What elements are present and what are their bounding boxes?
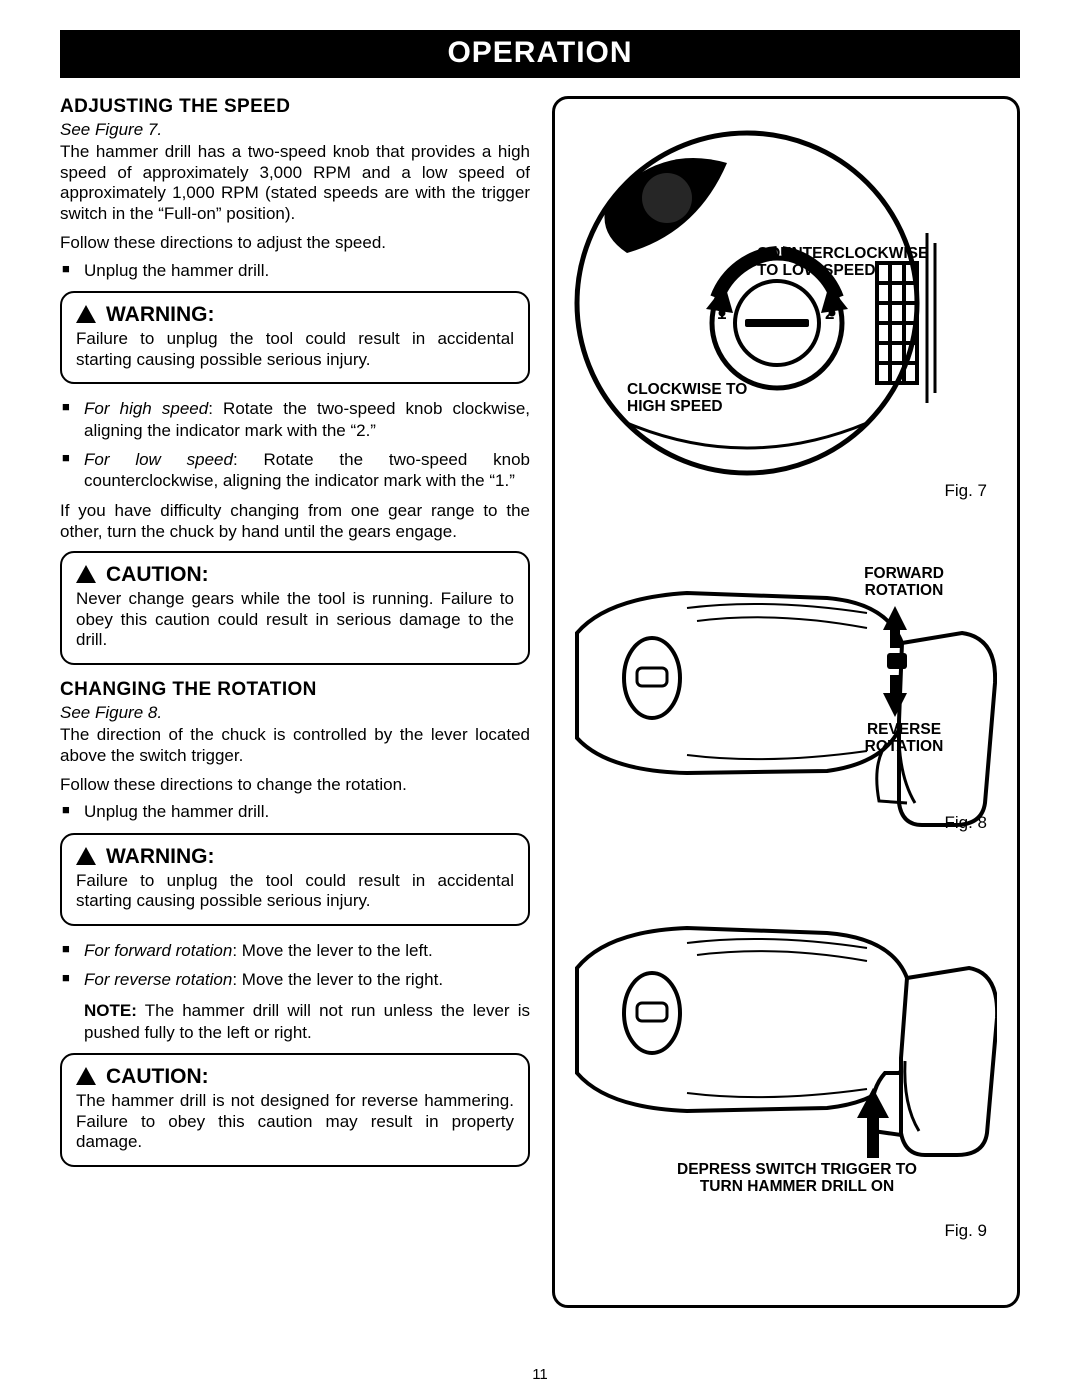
bullet-low-speed: For low speed: Rotate the two-speed knob…: [60, 449, 530, 492]
heading-change-rotation: CHANGING THE ROTATION: [60, 679, 530, 701]
fig8-arrow-up-icon: [883, 606, 907, 630]
alert-icon: [76, 1067, 96, 1085]
warning-body-1: Failure to unplug the tool could result …: [76, 329, 514, 370]
figure-8: FORWARD ROTATION REVERSE ROTATION Fig. 8: [567, 503, 1005, 873]
warning-label: WARNING:: [106, 303, 215, 327]
fig7-illustration: [567, 113, 997, 493]
two-column-layout: ADJUSTING THE SPEED See Figure 7. The ha…: [60, 96, 1020, 1308]
page-number: 11: [0, 1366, 1080, 1383]
fig8-rev-2: ROTATION: [865, 738, 944, 755]
fig8-label-rev: REVERSE ROTATION: [849, 721, 959, 755]
fig8-arrow-up-shaft: [890, 628, 900, 648]
fig8-fwd-1: FORWARD: [864, 565, 944, 582]
caution-label: CAUTION:: [106, 1065, 209, 1089]
fig9-line1: DEPRESS SWITCH TRIGGER TO: [677, 1161, 917, 1178]
caution-box-2: CAUTION: The hammer drill is not designe…: [60, 1053, 530, 1167]
fig8-label-fwd: FORWARD ROTATION: [849, 565, 959, 599]
warning-title-1: WARNING:: [76, 303, 514, 327]
bullet-list: Unplug the hammer drill.: [60, 260, 530, 281]
warning-title-2: WARNING:: [76, 845, 514, 869]
fig8-caption: Fig. 8: [944, 813, 987, 833]
bullet-list: For forward rotation: Move the lever to …: [60, 940, 530, 991]
warning-body-2: Failure to unplug the tool could result …: [76, 871, 514, 912]
fig8-illustration: [567, 503, 997, 843]
bullet-unplug-1: Unplug the hammer drill.: [60, 260, 530, 281]
fig9-label: DEPRESS SWITCH TRIGGER TO TURN HAMMER DR…: [647, 1161, 947, 1195]
fig7-num-1: 1: [717, 305, 726, 324]
bullet-unplug-2: Unplug the hammer drill.: [60, 801, 530, 822]
figure-panel: 1 2 COUNTERCLOCKWISE TO LOW SPEED CLOCKW…: [552, 96, 1020, 1308]
fig7-cw-line1: CLOCKWISE TO: [627, 381, 747, 398]
fig7-caption: Fig. 7: [944, 481, 987, 501]
rest-rev: : Move the lever to the right.: [232, 970, 443, 989]
bullet-high-speed: For high speed: Rotate the two-speed kno…: [60, 398, 530, 441]
see-fig-7: See Figure 7.: [60, 120, 530, 140]
fig8-arrow-down-shaft: [890, 675, 900, 695]
section-banner: OPERATION: [60, 30, 1020, 78]
caution-title-1: CAUTION:: [76, 563, 514, 587]
fig9-line2: TURN HAMMER DRILL ON: [700, 1178, 894, 1195]
note-lever: NOTE: The hammer drill will not run unle…: [60, 1000, 530, 1043]
note-label: NOTE:: [84, 1001, 137, 1020]
figure-9: DEPRESS SWITCH TRIGGER TO TURN HAMMER DR…: [567, 873, 1005, 1253]
bullet-forward-rot: For forward rotation: Move the lever to …: [60, 940, 530, 961]
fig8-fwd-2: ROTATION: [865, 582, 944, 599]
fig7-num-2: 2: [825, 305, 834, 324]
warning-label: WARNING:: [106, 845, 215, 869]
caution-body-2: The hammer drill is not designed for rev…: [76, 1091, 514, 1153]
caution-box-1: CAUTION: Never change gears while the to…: [60, 551, 530, 665]
fig7-ccw-line1: COUNTERCLOCKWISE: [757, 245, 928, 262]
see-fig-8: See Figure 8.: [60, 703, 530, 723]
fig7-ccw-line2: TO LOW SPEED: [757, 262, 876, 279]
para-rotation-intro: The direction of the chuck is controlled…: [60, 725, 530, 766]
bullet-list: Unplug the hammer drill.: [60, 801, 530, 822]
left-column: ADJUSTING THE SPEED See Figure 7. The ha…: [60, 96, 530, 1308]
alert-icon: [76, 847, 96, 865]
fig7-cw-line2: HIGH SPEED: [627, 398, 723, 415]
para-rotation-follow: Follow these directions to change the ro…: [60, 775, 530, 796]
warning-box-1: WARNING: Failure to unplug the tool coul…: [60, 291, 530, 384]
para-speed-intro: The hammer drill has a two-speed knob th…: [60, 142, 530, 225]
warning-box-2: WARNING: Failure to unplug the tool coul…: [60, 833, 530, 926]
em-rev: For reverse rotation: [84, 970, 232, 989]
caution-body-1: Never change gears while the tool is run…: [76, 589, 514, 651]
em-fwd: For forward rotation: [84, 941, 232, 960]
bullet-list: For high speed: Rotate the two-speed kno…: [60, 398, 530, 491]
para-speed-follow: Follow these directions to adjust the sp…: [60, 233, 530, 254]
alert-icon: [76, 565, 96, 583]
caution-title-2: CAUTION:: [76, 1065, 514, 1089]
caution-label: CAUTION:: [106, 563, 209, 587]
fig8-rev-1: REVERSE: [867, 721, 941, 738]
em-low-speed: For low speed: [84, 450, 233, 469]
right-column: 1 2 COUNTERCLOCKWISE TO LOW SPEED CLOCKW…: [552, 96, 1020, 1308]
heading-adjust-speed: ADJUSTING THE SPEED: [60, 96, 530, 118]
em-high-speed: For high speed: [84, 399, 208, 418]
para-gear-engage: If you have difficulty changing from one…: [60, 501, 530, 542]
fig8-arrow-down-icon: [883, 693, 907, 717]
fig9-caption: Fig. 9: [944, 1221, 987, 1241]
fig7-label-ccw: COUNTERCLOCKWISE TO LOW SPEED: [757, 245, 957, 279]
alert-icon: [76, 305, 96, 323]
rest-fwd: : Move the lever to the left.: [232, 941, 432, 960]
figure-7: 1 2 COUNTERCLOCKWISE TO LOW SPEED CLOCKW…: [567, 113, 1005, 503]
note-rest: The hammer drill will not run unless the…: [84, 1001, 530, 1041]
bullet-reverse-rot: For reverse rotation: Move the lever to …: [60, 969, 530, 990]
fig7-label-cw: CLOCKWISE TO HIGH SPEED: [627, 381, 787, 415]
